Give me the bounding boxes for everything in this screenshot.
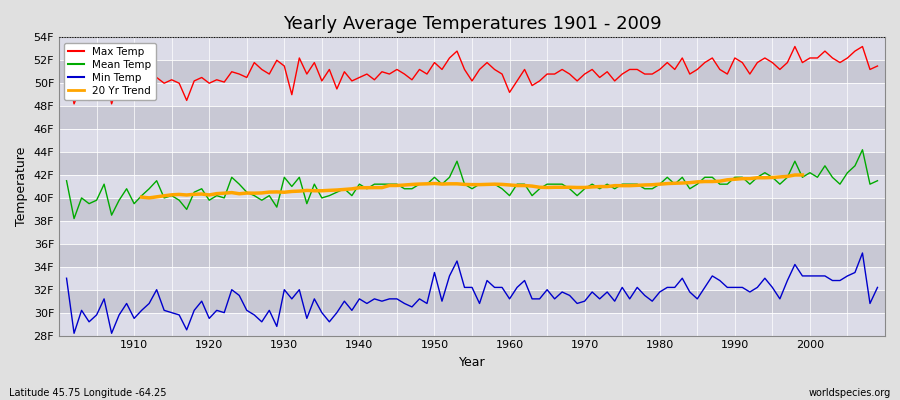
- Bar: [59, 267, 885, 290]
- Bar: [59, 152, 885, 175]
- Bar: [59, 221, 885, 244]
- Bar: [59, 37, 885, 60]
- Bar: [59, 290, 885, 313]
- Bar: [59, 313, 885, 336]
- Bar: [59, 198, 885, 221]
- Bar: [59, 83, 885, 106]
- Bar: [59, 175, 885, 198]
- Bar: [59, 60, 885, 83]
- Text: worldspecies.org: worldspecies.org: [809, 388, 891, 398]
- Title: Yearly Average Temperatures 1901 - 2009: Yearly Average Temperatures 1901 - 2009: [283, 15, 662, 33]
- Bar: [59, 129, 885, 152]
- Y-axis label: Temperature: Temperature: [15, 147, 28, 226]
- Bar: [59, 106, 885, 129]
- Text: Latitude 45.75 Longitude -64.25: Latitude 45.75 Longitude -64.25: [9, 388, 166, 398]
- Bar: [59, 244, 885, 267]
- Legend: Max Temp, Mean Temp, Min Temp, 20 Yr Trend: Max Temp, Mean Temp, Min Temp, 20 Yr Tre…: [64, 42, 156, 100]
- X-axis label: Year: Year: [459, 356, 485, 369]
